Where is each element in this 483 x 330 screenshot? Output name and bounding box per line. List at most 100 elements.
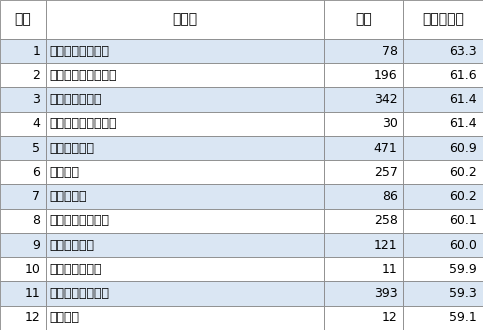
Bar [0,0,46,39]
Bar [403,209,483,233]
Bar [403,63,483,87]
Text: 63.3: 63.3 [450,45,477,57]
Text: 7: 7 [32,190,40,203]
Bar [403,160,483,184]
Bar [0,63,46,87]
Text: 3: 3 [32,93,40,106]
Bar [403,281,483,306]
Bar [0,160,46,184]
Bar [324,87,403,112]
Bar [46,39,324,63]
Text: 9: 9 [32,239,40,251]
Bar [46,306,324,330]
Bar [0,209,46,233]
Text: オリックス: オリックス [50,190,87,203]
Text: 342: 342 [374,93,398,106]
Bar [403,233,483,257]
Text: 59.3: 59.3 [450,287,477,300]
Text: 59.1: 59.1 [450,312,477,324]
Bar [324,112,403,136]
Text: 196: 196 [374,69,398,82]
Text: 6: 6 [32,166,40,179]
Text: ＳＭＢＣ日興証券: ＳＭＢＣ日興証券 [50,214,110,227]
Text: 三菱ＵＦＪ信託銀行: 三菱ＵＦＪ信託銀行 [50,69,117,82]
Bar [324,306,403,330]
Bar [324,39,403,63]
Bar [0,306,46,330]
Bar [0,233,46,257]
Text: 入社難易度: 入社難易度 [422,13,464,26]
Bar [324,63,403,87]
Text: 4: 4 [32,117,40,130]
Bar [403,136,483,160]
Text: 60.9: 60.9 [450,142,477,154]
Bar [403,112,483,136]
Text: 8: 8 [32,214,40,227]
Bar [403,184,483,209]
Bar [0,257,46,281]
Text: 471: 471 [374,142,398,154]
Text: 野村証券: 野村証券 [50,166,80,179]
Bar [403,257,483,281]
Text: 松井証券: 松井証券 [50,312,80,324]
Text: 61.6: 61.6 [450,69,477,82]
Bar [46,112,324,136]
Text: 61.4: 61.4 [450,117,477,130]
Text: 人数: 人数 [355,13,372,26]
Bar [0,136,46,160]
Text: 10: 10 [24,263,40,276]
Bar [324,136,403,160]
Text: 393: 393 [374,287,398,300]
Text: 257: 257 [374,166,398,179]
Text: 農林中央金庫: 農林中央金庫 [50,239,95,251]
Bar [46,281,324,306]
Text: 2: 2 [32,69,40,82]
Text: 60.0: 60.0 [449,239,477,251]
Bar [46,87,324,112]
Bar [46,0,324,39]
Bar [324,281,403,306]
Bar [324,257,403,281]
Text: 5: 5 [32,142,40,154]
Text: 78: 78 [382,45,398,57]
Text: 11: 11 [382,263,398,276]
Bar [324,233,403,257]
Bar [403,39,483,63]
Text: 企業名: 企業名 [172,13,198,26]
Bar [324,209,403,233]
Text: 121: 121 [374,239,398,251]
Text: 59.9: 59.9 [450,263,477,276]
Bar [0,112,46,136]
Text: 86: 86 [382,190,398,203]
Text: 三菱ＵＦＪ銀行: 三菱ＵＦＪ銀行 [50,93,102,106]
Bar [324,184,403,209]
Text: 三井住友銀行: 三井住友銀行 [50,142,95,154]
Text: 258: 258 [374,214,398,227]
Text: 60.2: 60.2 [450,190,477,203]
Text: 日本取引所グループ: 日本取引所グループ [50,117,117,130]
Bar [403,0,483,39]
Bar [46,160,324,184]
Bar [46,209,324,233]
Bar [0,184,46,209]
Bar [46,184,324,209]
Text: 12: 12 [24,312,40,324]
Bar [403,87,483,112]
Text: 30: 30 [382,117,398,130]
Text: 61.4: 61.4 [450,93,477,106]
Bar [324,0,403,39]
Text: ＡＩＧ損害保険: ＡＩＧ損害保険 [50,263,102,276]
Bar [0,87,46,112]
Bar [324,160,403,184]
Bar [46,63,324,87]
Text: 三井住友信託銀行: 三井住友信託銀行 [50,287,110,300]
Text: 60.1: 60.1 [450,214,477,227]
Text: 11: 11 [24,287,40,300]
Text: 日本政策投資銀行: 日本政策投資銀行 [50,45,110,57]
Text: 12: 12 [382,312,398,324]
Text: 60.2: 60.2 [450,166,477,179]
Text: 順位: 順位 [14,13,31,26]
Text: 1: 1 [32,45,40,57]
Bar [46,233,324,257]
Bar [403,306,483,330]
